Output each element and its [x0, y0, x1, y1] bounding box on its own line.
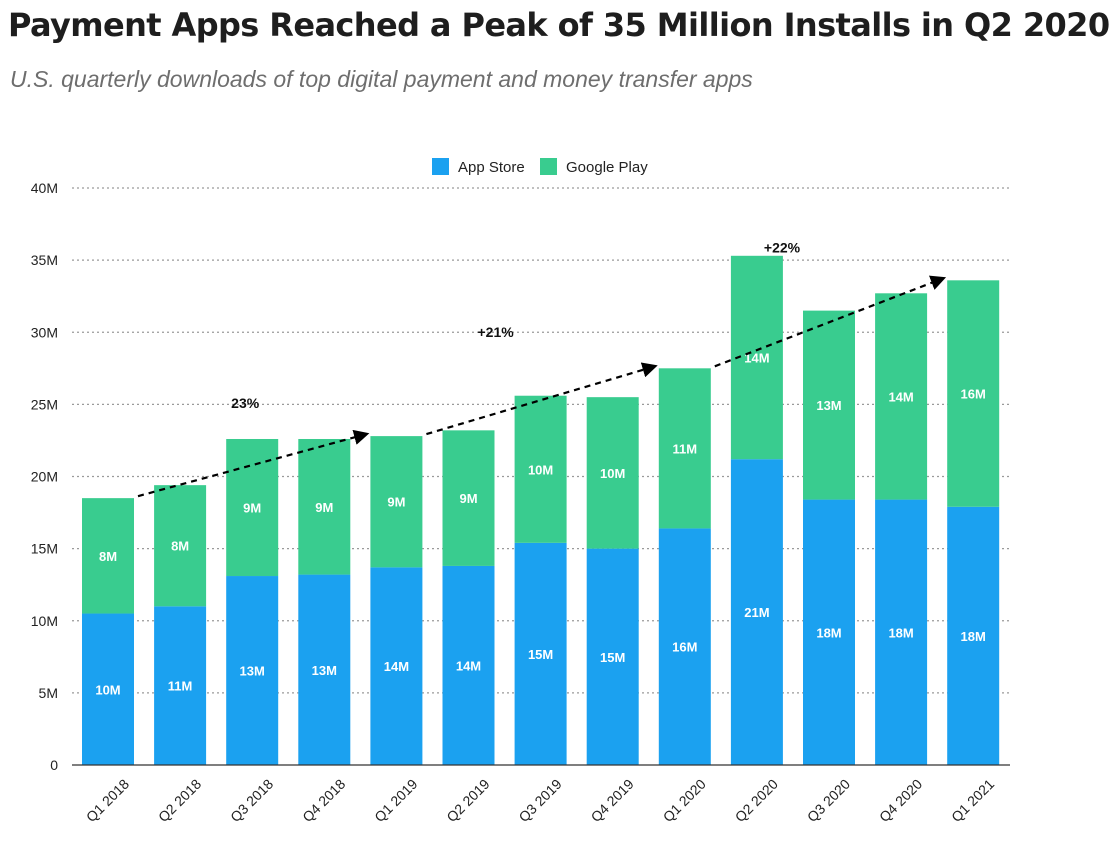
google-play-bar [586, 397, 639, 549]
trend-arrow [426, 362, 658, 436]
y-tick-label: 10M [31, 613, 58, 629]
google-play-value-label: 8M [99, 549, 117, 564]
app-store-bar [226, 576, 279, 765]
app-store-bar [730, 459, 783, 765]
google-play-bar [298, 438, 351, 575]
y-tick-label: 30M [31, 324, 58, 340]
google-play-bar [154, 485, 207, 607]
y-tick-label: 0 [50, 757, 58, 773]
x-tick-label: Q1 2021 [948, 776, 997, 825]
app-store-bar [947, 506, 1000, 765]
x-tick-label: Q2 2019 [443, 776, 492, 825]
y-tick-label: 35M [31, 252, 58, 268]
google-play-value-label: 10M [600, 466, 625, 481]
x-tick-label: Q3 2018 [227, 776, 276, 825]
app-store-bar [514, 542, 567, 765]
legend-swatch-google-play [540, 158, 557, 175]
x-tick-label: Q1 2019 [371, 776, 420, 825]
google-play-bar [803, 310, 855, 500]
trend-label: 23% [231, 395, 260, 411]
x-tick-label: Q1 2018 [83, 776, 132, 825]
app-store-bar [154, 606, 207, 765]
app-store-bar [370, 567, 423, 765]
legend-swatch-app-store [432, 158, 449, 175]
google-play-value-label: 13M [816, 398, 841, 413]
google-play-value-label: 10M [528, 462, 553, 477]
app-store-value-label: 15M [600, 650, 625, 665]
app-store-value-label: 10M [95, 682, 120, 697]
google-play-value-label: 8M [171, 539, 189, 554]
google-play-bar [875, 293, 928, 500]
app-store-bar [442, 565, 495, 765]
google-play-value-label: 9M [387, 495, 405, 510]
google-play-value-label: 14M [888, 389, 913, 404]
bars [82, 255, 1000, 765]
x-tick-label: Q2 2018 [155, 776, 204, 825]
google-play-value-label: 16M [961, 387, 986, 402]
trend-label: +21% [477, 324, 514, 340]
google-play-value-label: 9M [315, 500, 333, 515]
google-play-bar [658, 368, 711, 529]
google-play-value-label: 9M [243, 501, 261, 516]
app-store-value-label: 14M [384, 659, 409, 674]
google-play-bar [947, 280, 1000, 507]
app-store-bar [298, 574, 351, 765]
app-store-value-label: 13M [240, 664, 265, 679]
x-tick-label: Q4 2018 [299, 776, 348, 825]
app-store-value-label: 18M [961, 629, 986, 644]
bar-labels: 10M 11M 13M 13M 14M 14M 15M 15M 16M 21M 18M 18M 18M 8… [95, 350, 985, 697]
app-store-value-label: 13M [312, 663, 337, 678]
y-tick-label: 40M [31, 180, 58, 196]
chart-title: Payment Apps Reached a Peak of 35 Millio… [8, 6, 1110, 44]
x-tick-label: Q3 2019 [515, 776, 564, 825]
app-store-bar [658, 528, 711, 765]
google-play-bar [514, 395, 567, 543]
app-store-value-label: 16M [672, 640, 697, 655]
app-store-bar [82, 613, 134, 765]
y-tick-label: 20M [31, 469, 58, 485]
trend-arrow [714, 275, 947, 368]
google-play-bar [82, 498, 134, 614]
trend-annotations: 23% +21% +22% [137, 239, 947, 498]
x-tick-label: Q2 2020 [732, 776, 781, 825]
legend-label-app-store: App Store [458, 159, 525, 176]
app-store-value-label: 11M [168, 679, 193, 694]
app-store-bar [586, 548, 639, 765]
legend-label-google-play: Google Play [566, 159, 648, 176]
y-tick-label: 15M [31, 541, 58, 557]
x-tick-label: Q4 2019 [588, 776, 637, 825]
x-tick-label: Q3 2020 [804, 776, 853, 825]
app-store-value-label: 18M [816, 625, 841, 640]
google-play-value-label: 9M [459, 491, 477, 506]
y-tick-label: 5M [39, 685, 58, 701]
google-play-bar [226, 438, 279, 577]
y-axis-ticks: 0 5M 10M 15M 20M 25M 30M 35M 40M [31, 180, 58, 773]
app-store-bar [875, 499, 928, 765]
google-play-value-label: 11M [673, 441, 698, 456]
legend: App Store Google Play [432, 158, 648, 176]
app-store-bar [803, 499, 855, 765]
trend-label: +22% [764, 239, 801, 255]
x-tick-label: Q1 2020 [660, 776, 709, 825]
app-store-value-label: 14M [456, 658, 481, 673]
chart-subtitle: U.S. quarterly downloads of top digital … [10, 66, 753, 92]
app-store-value-label: 15M [528, 647, 553, 662]
x-axis-ticks: Q1 2018 Q2 2018 Q3 2018 Q4 2018 Q1 2019 Q2 20… [83, 776, 998, 825]
google-play-bar [370, 436, 423, 568]
google-play-bar [442, 430, 495, 566]
app-store-value-label: 21M [744, 605, 769, 620]
app-store-value-label: 18M [888, 625, 913, 640]
x-tick-label: Q4 2020 [876, 776, 925, 825]
y-tick-label: 25M [31, 396, 58, 412]
google-play-value-label: 14M [744, 350, 769, 365]
